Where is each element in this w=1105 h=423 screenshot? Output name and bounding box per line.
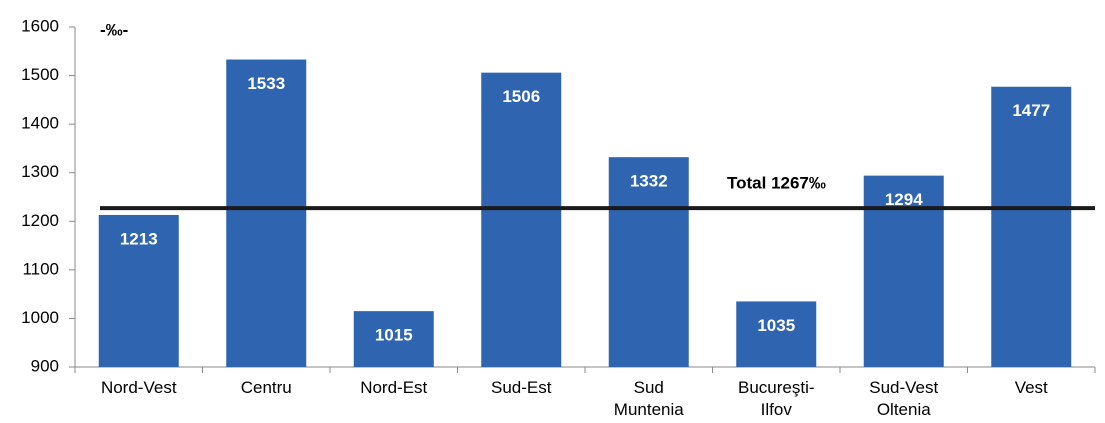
x-tick-label: Nord-Vest	[101, 378, 177, 397]
bar	[991, 86, 1072, 367]
x-tick-label: Nord-Est	[360, 378, 427, 397]
y-tick-label: 1000	[21, 308, 59, 327]
data-label: 1015	[375, 326, 413, 345]
bar	[353, 311, 434, 367]
annotation: Total 1267‰	[727, 174, 826, 193]
x-tick-label: Sud-Vest Oltenia	[869, 378, 938, 419]
bar	[226, 59, 307, 368]
unit-label: -‰-	[100, 20, 128, 39]
y-tick-label: 1400	[21, 114, 59, 133]
x-tick-label: Bucureşti-Ilfov	[738, 378, 815, 419]
data-label: 1294	[885, 190, 923, 209]
y-tick-label: 1300	[21, 162, 59, 181]
x-tick-label: Vest	[1015, 378, 1048, 397]
data-label: 1506	[502, 87, 540, 106]
y-tick-label: 1500	[21, 65, 59, 84]
bar	[481, 72, 562, 368]
bar	[736, 301, 817, 367]
bar	[98, 214, 179, 367]
data-label: 1213	[120, 229, 158, 248]
x-tick-label: Sud Muntenia	[614, 378, 684, 419]
bar	[608, 157, 689, 367]
y-tick-label: 1200	[21, 211, 59, 230]
data-label: 1035	[757, 316, 795, 335]
data-label: 1533	[247, 74, 285, 93]
data-label: 1477	[1012, 101, 1050, 120]
y-tick-label: 1600	[21, 16, 59, 35]
x-tick-label: Sud-Est	[491, 378, 552, 397]
data-label: 1332	[630, 172, 668, 191]
y-tick-label: 1100	[22, 259, 59, 278]
x-tick-label: Centru	[241, 378, 292, 397]
y-tick-label: 900	[31, 356, 59, 375]
